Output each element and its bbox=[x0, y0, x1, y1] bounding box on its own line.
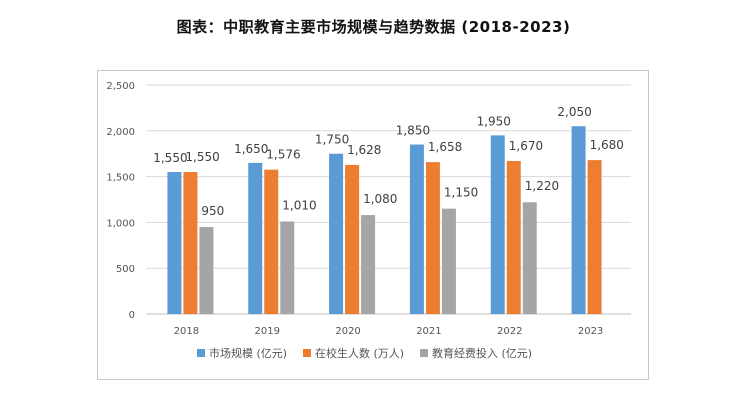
data-label: 950 bbox=[201, 204, 224, 218]
data-label: 1,628 bbox=[347, 143, 381, 157]
bar bbox=[490, 135, 505, 314]
bar bbox=[264, 169, 279, 314]
bar bbox=[522, 202, 537, 314]
legend-swatch bbox=[420, 349, 428, 357]
y-tick-label: 2,000 bbox=[106, 127, 135, 138]
chart-title: 图表：中职教育主要市场规模与趋势数据 (2018-2023) bbox=[176, 18, 571, 36]
bar bbox=[329, 153, 344, 314]
data-label: 1,576 bbox=[266, 148, 300, 162]
legend-label: 市场规模 (亿元) bbox=[209, 346, 287, 360]
bar bbox=[506, 161, 521, 314]
y-tick-label: 500 bbox=[116, 264, 135, 275]
data-label: 1,658 bbox=[428, 140, 462, 154]
y-tick-label: 0 bbox=[129, 310, 135, 321]
data-label: 1,220 bbox=[525, 179, 559, 193]
bar bbox=[183, 172, 198, 314]
legend-label: 在校生人数 (万人) bbox=[315, 346, 404, 360]
legend-label: 教育经费投入 (亿元) bbox=[432, 346, 532, 360]
data-label: 1,150 bbox=[444, 186, 478, 200]
bar bbox=[248, 162, 263, 314]
x-tick-label: 2021 bbox=[416, 326, 441, 337]
bar bbox=[361, 215, 376, 314]
bar bbox=[280, 221, 295, 314]
bar bbox=[409, 144, 424, 314]
data-label: 1,850 bbox=[396, 124, 430, 138]
x-tick-label: 2019 bbox=[255, 326, 280, 337]
bar bbox=[425, 162, 440, 314]
x-tick-label: 2023 bbox=[578, 326, 603, 337]
bar bbox=[167, 172, 182, 314]
bar bbox=[587, 160, 602, 314]
legend-swatch bbox=[303, 349, 311, 357]
x-tick-label: 2018 bbox=[174, 326, 199, 337]
data-label: 2,050 bbox=[557, 105, 591, 119]
data-label: 1,550 bbox=[185, 150, 219, 164]
data-label: 1,650 bbox=[234, 142, 268, 156]
data-label: 1,680 bbox=[590, 138, 624, 152]
y-tick-label: 1,000 bbox=[106, 218, 135, 229]
bar bbox=[571, 126, 586, 314]
bar bbox=[441, 208, 456, 314]
data-label: 1,080 bbox=[363, 192, 397, 206]
data-label: 1,950 bbox=[477, 114, 511, 128]
data-label: 1,750 bbox=[315, 133, 349, 147]
legend-swatch bbox=[197, 349, 205, 357]
data-label: 1,670 bbox=[509, 139, 543, 153]
data-label: 1,010 bbox=[282, 198, 316, 212]
x-tick-label: 2022 bbox=[497, 326, 522, 337]
bar bbox=[345, 164, 360, 314]
y-tick-label: 2,500 bbox=[106, 81, 135, 92]
y-tick-label: 1,500 bbox=[106, 173, 135, 184]
data-label: 1,550 bbox=[153, 151, 187, 165]
bar bbox=[199, 226, 214, 314]
x-tick-label: 2020 bbox=[335, 326, 360, 337]
